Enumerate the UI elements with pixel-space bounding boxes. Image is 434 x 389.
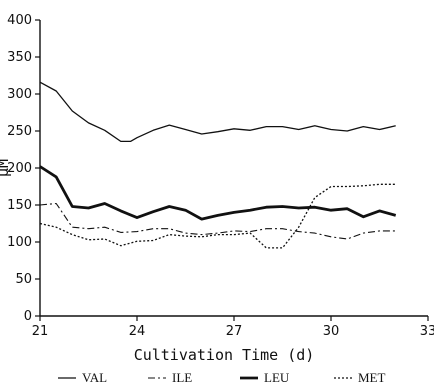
x-tick-label: 27 xyxy=(226,324,243,339)
series-line-leu xyxy=(39,165,397,221)
y-tick-label: 50 xyxy=(15,272,32,287)
legend-label-leu: LEU xyxy=(264,370,290,385)
x-axis-title: Cultivation Time (d) xyxy=(134,346,315,364)
legend-label-met: MET xyxy=(358,370,386,385)
axes xyxy=(39,20,428,317)
y-tick-label: 400 xyxy=(7,13,32,28)
y-tick-label: 300 xyxy=(7,87,32,102)
y-tick-label: 250 xyxy=(7,124,32,139)
legend: VAL ILE LEU MET xyxy=(58,370,386,385)
series-line-val xyxy=(39,81,396,143)
x-ticks: 21 24 27 30 33 xyxy=(32,316,434,339)
x-tick-label: 30 xyxy=(323,324,340,339)
y-tick-label: 0 xyxy=(24,309,32,324)
y-ticks: 0 50 100 150 200 250 300 350 400 xyxy=(7,13,40,324)
x-tick-label: 33 xyxy=(420,324,434,339)
legend-label-val: VAL xyxy=(82,370,107,385)
x-tick-label: 24 xyxy=(129,324,146,339)
y-tick-label: 200 xyxy=(7,161,32,176)
series-layer xyxy=(39,81,397,249)
y-tick-label: 100 xyxy=(7,235,32,250)
y-axis-title: μM xyxy=(0,159,12,177)
y-tick-label: 150 xyxy=(7,198,32,213)
y-tick-label: 350 xyxy=(7,50,32,65)
x-tick-label: 21 xyxy=(32,324,49,339)
legend-label-ile: ILE xyxy=(172,370,192,385)
